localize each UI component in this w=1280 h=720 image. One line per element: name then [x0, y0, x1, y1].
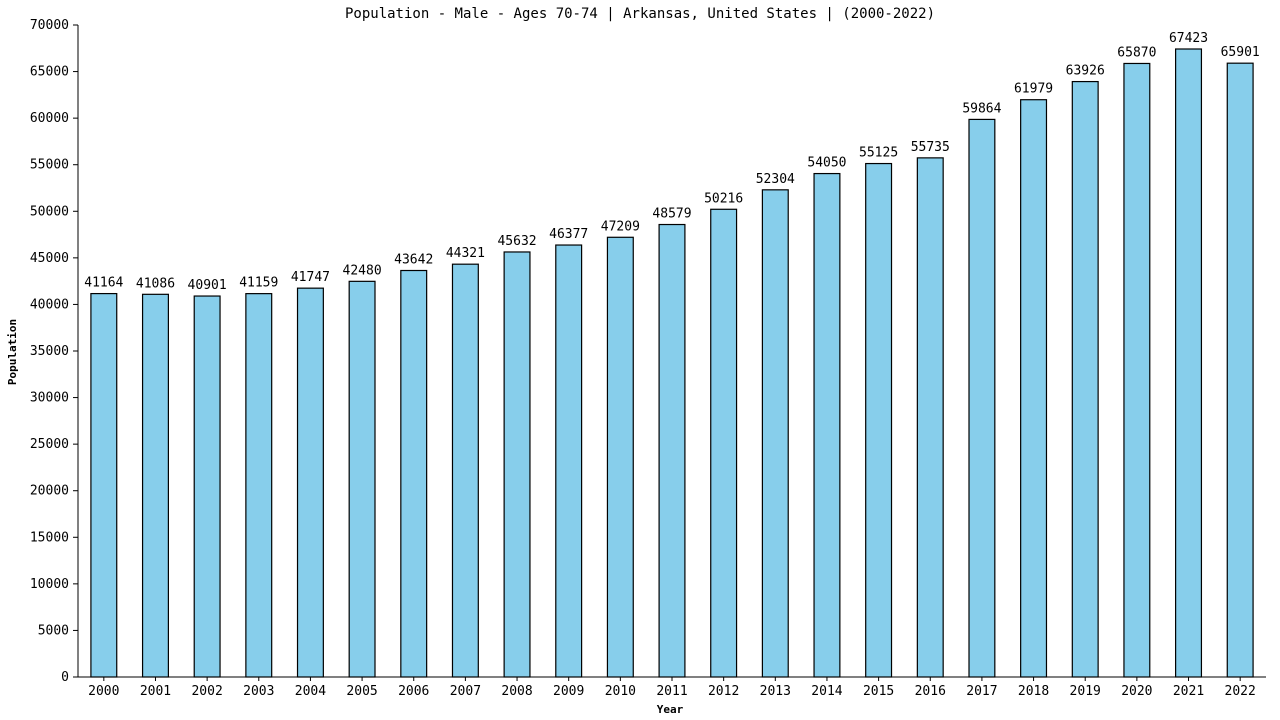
x-tick-label-2013: 2013	[760, 684, 791, 699]
x-tick-label-2004: 2004	[295, 684, 326, 699]
y-tick-label: 45000	[30, 251, 69, 266]
value-label-2006: 43642	[394, 253, 433, 268]
y-tick-label: 0	[61, 670, 69, 685]
x-tick-label-2005: 2005	[346, 684, 377, 699]
x-tick-label-2009: 2009	[553, 684, 584, 699]
x-tick-label-2008: 2008	[501, 684, 532, 699]
y-tick-label: 35000	[30, 344, 69, 359]
bar-2012	[710, 208, 738, 678]
value-label-2002: 40901	[188, 278, 227, 293]
x-tick-label-2020: 2020	[1121, 684, 1152, 699]
chart-title: Population - Male - Ages 70-74 | Arkansa…	[345, 6, 935, 22]
bar-2022	[1226, 62, 1254, 678]
value-label-2009: 46377	[549, 227, 588, 242]
bar-2001	[141, 293, 169, 678]
x-tick-label-2010: 2010	[605, 684, 636, 699]
bar-2014	[813, 172, 841, 678]
value-label-2021: 67423	[1169, 31, 1208, 46]
y-tick-label: 15000	[30, 530, 69, 545]
value-label-2005: 42480	[343, 263, 382, 278]
x-tick-label-2011: 2011	[656, 684, 687, 699]
bar-2005	[348, 280, 376, 678]
value-label-2016: 55735	[911, 140, 950, 155]
value-label-2019: 63926	[1066, 64, 1105, 79]
bar-2007	[451, 263, 479, 678]
value-label-2008: 45632	[497, 234, 536, 249]
value-label-2003: 41159	[239, 276, 278, 291]
x-tick-label-2015: 2015	[863, 684, 894, 699]
x-tick-label-2016: 2016	[915, 684, 946, 699]
bar-2020	[1123, 62, 1151, 678]
value-label-2004: 41747	[291, 270, 330, 285]
y-tick-label: 25000	[30, 437, 69, 452]
y-tick-label: 5000	[38, 623, 69, 638]
x-tick-label-2012: 2012	[708, 684, 739, 699]
value-label-2017: 59864	[962, 101, 1001, 116]
y-tick-label: 30000	[30, 391, 69, 406]
y-tick-label: 60000	[30, 111, 69, 126]
x-tick-label-2019: 2019	[1070, 684, 1101, 699]
x-tick-label-2002: 2002	[191, 684, 222, 699]
y-tick-label: 20000	[30, 484, 69, 499]
bar-2021	[1175, 48, 1203, 678]
x-tick-label-2001: 2001	[140, 684, 171, 699]
x-tick-label-2021: 2021	[1173, 684, 1204, 699]
value-label-2020: 65870	[1117, 45, 1156, 60]
x-tick-label-2022: 2022	[1225, 684, 1256, 699]
y-tick-label: 50000	[30, 204, 69, 219]
bar-2009	[555, 244, 583, 678]
value-label-2018: 61979	[1014, 82, 1053, 97]
bar-2015	[865, 162, 893, 678]
y-tick-label: 10000	[30, 577, 69, 592]
value-label-2013: 52304	[756, 172, 795, 187]
bar-2010	[606, 236, 634, 678]
y-tick-label: 40000	[30, 297, 69, 312]
y-axis-label: Population	[6, 319, 19, 385]
bar-2011	[658, 223, 686, 678]
bar-2008	[503, 251, 531, 678]
x-tick-label-2014: 2014	[811, 684, 842, 699]
bar-2004	[296, 287, 324, 678]
y-tick-label: 65000	[30, 65, 69, 80]
y-tick-label: 55000	[30, 158, 69, 173]
bar-2016	[916, 157, 944, 678]
x-axis-label: Year	[657, 703, 684, 716]
value-label-2015: 55125	[859, 146, 898, 161]
value-label-2010: 47209	[601, 219, 640, 234]
bar-2013	[761, 189, 789, 678]
value-label-2022: 65901	[1221, 45, 1260, 60]
x-tick-label-2007: 2007	[450, 684, 481, 699]
value-label-2011: 48579	[652, 207, 691, 222]
x-tick-label-2000: 2000	[88, 684, 119, 699]
value-label-2014: 54050	[807, 156, 846, 171]
x-tick-label-2017: 2017	[966, 684, 997, 699]
bar-2006	[400, 269, 428, 678]
y-tick-label: 70000	[30, 18, 69, 33]
x-tick-label-2018: 2018	[1018, 684, 1049, 699]
value-label-2012: 50216	[704, 191, 743, 206]
plot-area: 41164 41086 40901 41159 41747 42480 43642 44321…	[30, 18, 1266, 699]
value-label-2000: 41164	[84, 276, 123, 291]
bar-2019	[1071, 80, 1099, 678]
x-tick-label-2006: 2006	[398, 684, 429, 699]
bar-2018	[1020, 99, 1048, 678]
bar-2002	[193, 295, 221, 678]
bar-2000	[90, 292, 118, 678]
bar-2017	[968, 118, 996, 678]
value-label-2001: 41086	[136, 276, 175, 291]
value-label-2007: 44321	[446, 246, 485, 261]
bar-2003	[245, 293, 273, 678]
x-tick-label-2003: 2003	[243, 684, 274, 699]
